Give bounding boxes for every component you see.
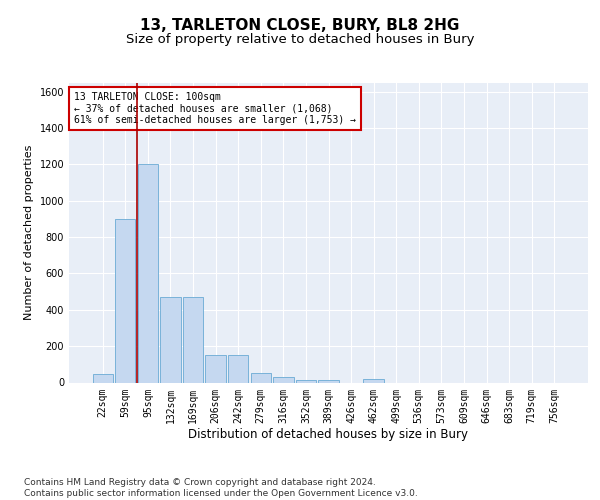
Text: Size of property relative to detached houses in Bury: Size of property relative to detached ho… [126,32,474,46]
Bar [296,380,316,382]
Bar [160,297,181,382]
Text: 13, TARLETON CLOSE, BURY, BL8 2HG: 13, TARLETON CLOSE, BURY, BL8 2HG [140,18,460,32]
Text: Contains HM Land Registry data © Crown copyright and database right 2024.
Contai: Contains HM Land Registry data © Crown c… [24,478,418,498]
Bar [205,355,226,382]
Y-axis label: Number of detached properties: Number of detached properties [24,145,34,320]
Text: 13 TARLETON CLOSE: 100sqm
← 37% of detached houses are smaller (1,068)
61% of se: 13 TARLETON CLOSE: 100sqm ← 37% of detac… [74,92,356,124]
X-axis label: Distribution of detached houses by size in Bury: Distribution of detached houses by size … [188,428,469,441]
Bar [138,164,158,382]
Bar [183,297,203,382]
Bar [319,380,338,382]
Bar [228,355,248,382]
Bar [115,219,136,382]
Bar [92,374,113,382]
Bar [273,377,293,382]
Bar [251,374,271,382]
Bar [364,379,384,382]
